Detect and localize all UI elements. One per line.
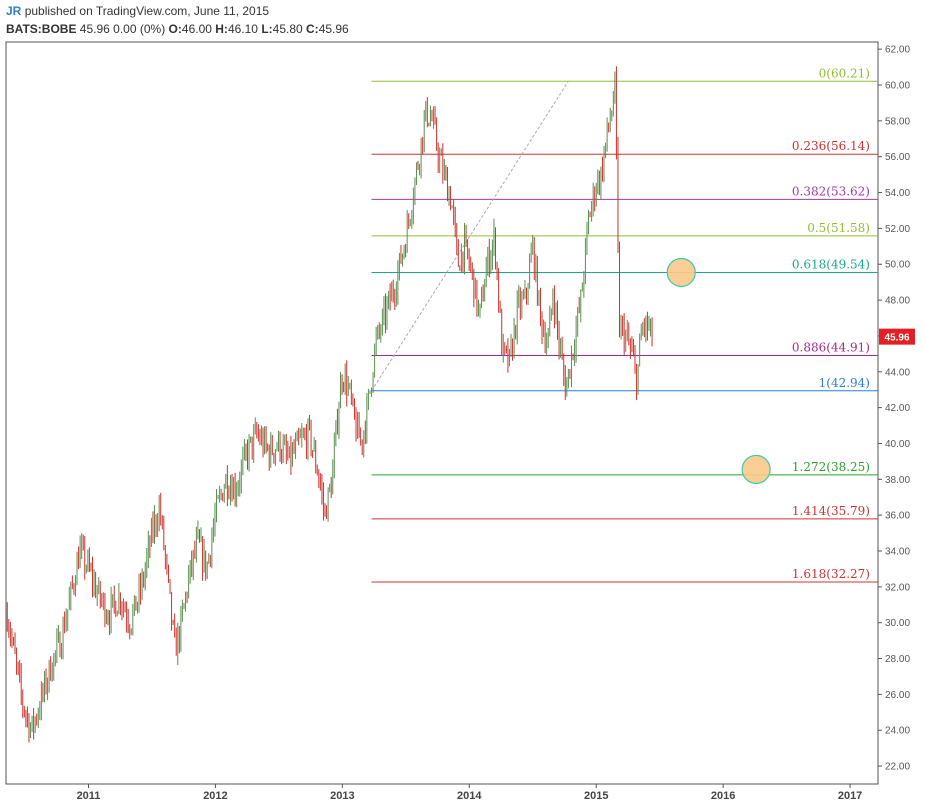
fib-trend-line <box>371 80 569 392</box>
published-text: published on TradingView.com, June 11, 2… <box>24 4 270 18</box>
last-price: 45.96 <box>79 22 110 36</box>
x-tick-label: 2014 <box>457 790 482 802</box>
y-tick-label: 38.00 <box>885 475 910 486</box>
symbol-line: BATS:BOBE 45.96 0.00 (0%) O:46.00 H:46.1… <box>6 22 349 36</box>
target-zone-marker <box>666 257 696 288</box>
y-tick-label: 28.00 <box>885 654 910 665</box>
x-tick-label: 2011 <box>77 790 101 802</box>
y-tick-label: 48.00 <box>885 296 910 307</box>
close-value: 45.96 <box>318 22 349 36</box>
symbol-name: BATS:BOBE <box>6 22 77 36</box>
y-tick-label: 22.00 <box>885 762 910 773</box>
fib-level-label: 0.236(56.14) <box>792 139 870 153</box>
fib-level-label: 0.886(44.91) <box>792 340 870 354</box>
fib-level-label: 0.382(53.62) <box>792 184 870 198</box>
y-tick-label: 32.00 <box>885 582 910 593</box>
fib-level-label: 0.5(51.58) <box>807 221 870 235</box>
y-tick-label: 24.00 <box>885 726 910 737</box>
x-tick-label: 2016 <box>711 790 735 802</box>
y-tick-label: 36.00 <box>885 511 910 522</box>
x-tick-label: 2015 <box>584 790 608 802</box>
y-tick-label: 52.00 <box>885 224 910 235</box>
author-link[interactable]: JR <box>6 4 22 18</box>
publish-line: JR published on TradingView.com, June 11… <box>6 4 269 18</box>
fib-level-label: 1.414(35.79) <box>792 504 870 518</box>
target-zone-marker <box>741 454 771 485</box>
low-value: 45.80 <box>272 22 303 36</box>
last-price-label: 45.96 <box>884 333 909 344</box>
y-tick-label: 56.00 <box>885 152 910 163</box>
y-tick-label: 26.00 <box>885 690 910 701</box>
y-tick-label: 62.00 <box>885 45 910 56</box>
y-tick-label: 44.00 <box>885 367 910 378</box>
x-tick-label: 2013 <box>330 790 354 802</box>
y-tick-label: 58.00 <box>885 116 910 127</box>
y-tick-label: 34.00 <box>885 547 910 558</box>
price-change: 0.00 (0%) <box>113 22 166 36</box>
fib-level-label: 1.272(38.25) <box>792 460 870 474</box>
y-tick-label: 42.00 <box>885 403 910 414</box>
fib-level-label: 0(60.21) <box>819 66 870 80</box>
low-label: L: <box>261 22 273 36</box>
last-price-badge <box>879 328 915 345</box>
high-label: H: <box>215 22 228 36</box>
y-tick-label: 60.00 <box>885 81 910 92</box>
fib-level-label: 0.618(49.54) <box>792 257 870 271</box>
y-tick-label: 50.00 <box>885 260 910 271</box>
y-tick-label: 54.00 <box>885 188 910 199</box>
x-tick-label: 2017 <box>838 790 862 802</box>
plot-frame <box>5 41 879 785</box>
open-label: O: <box>168 22 182 36</box>
fib-level-label: 1.618(32.27) <box>792 567 870 581</box>
fib-level-label: 1(42.94) <box>819 376 870 390</box>
open-value: 46.00 <box>181 22 212 36</box>
x-tick-label: 2012 <box>203 790 227 802</box>
y-tick-label: 40.00 <box>885 439 910 450</box>
close-label: C: <box>306 22 319 36</box>
high-value: 46.10 <box>227 22 258 36</box>
y-tick-label: 30.00 <box>885 618 910 629</box>
